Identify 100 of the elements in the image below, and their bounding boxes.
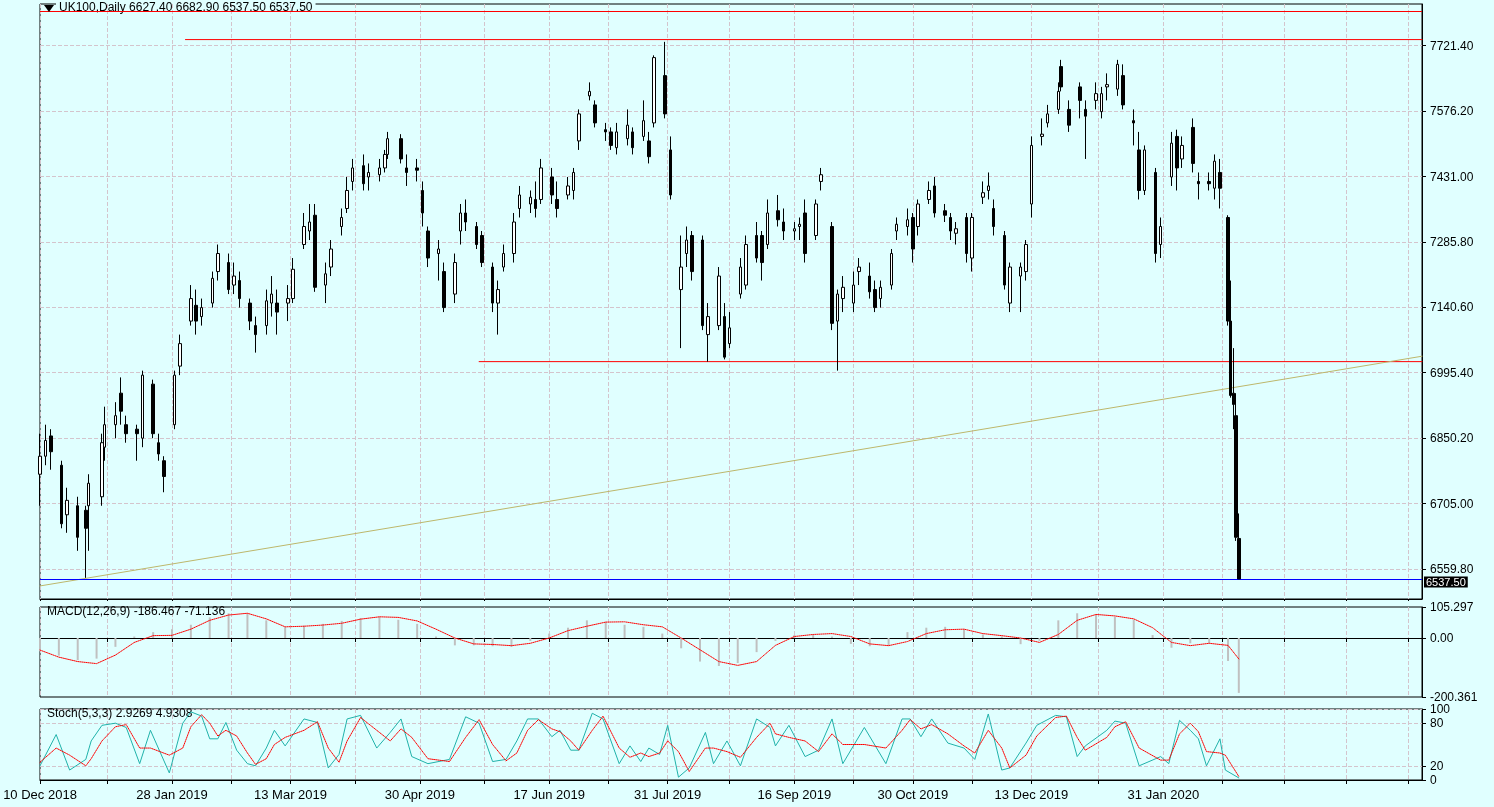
candlestick	[518, 185, 521, 218]
candlestick	[60, 460, 63, 529]
candlestick	[211, 271, 214, 309]
candlestick	[1040, 117, 1044, 146]
candlestick	[1121, 63, 1125, 110]
candlestick	[232, 262, 236, 295]
bar	[1076, 613, 1079, 638]
candlestick	[626, 108, 629, 146]
bar	[57, 638, 60, 656]
candlestick	[1030, 135, 1033, 218]
candlestick	[873, 280, 877, 313]
candlestick	[119, 376, 123, 426]
bar	[604, 621, 607, 638]
bar	[227, 613, 230, 638]
x-tick-label: 31 Jan 2020	[1127, 787, 1200, 802]
candlestick	[690, 230, 694, 282]
candlestick	[173, 370, 176, 430]
bar	[849, 638, 852, 644]
bar	[642, 626, 645, 638]
candlestick	[723, 302, 726, 360]
y-tick-label: 7285.80	[1430, 234, 1474, 249]
candlestick	[141, 370, 144, 448]
candlestick	[248, 298, 252, 331]
bar	[95, 638, 98, 659]
y-tick-label: 7576.20	[1430, 104, 1474, 119]
candlestick	[1046, 104, 1049, 128]
candlestick	[609, 126, 613, 151]
candlestick	[1100, 86, 1103, 119]
candlestick	[238, 271, 241, 309]
candlestick	[512, 212, 516, 264]
bar	[529, 638, 532, 641]
candlestick	[1008, 262, 1012, 313]
candlestick	[819, 167, 823, 191]
x-tick-label: 30 Apr 2019	[384, 787, 455, 802]
candlestick	[275, 289, 279, 336]
bar	[39, 638, 41, 652]
bar	[717, 638, 720, 666]
y-tick-label: 100	[1430, 702, 1451, 716]
candlestick	[135, 424, 139, 462]
candlestick	[706, 302, 710, 363]
candlestick	[1213, 153, 1216, 200]
candlestick	[954, 221, 958, 246]
candlestick	[970, 212, 974, 273]
bar	[1208, 638, 1211, 644]
candlestick	[324, 262, 327, 304]
bar	[416, 623, 419, 638]
candlestick	[114, 401, 117, 439]
candlestick	[588, 81, 591, 101]
candlestick	[868, 262, 871, 300]
bar	[736, 638, 739, 664]
bar	[246, 613, 249, 638]
bar	[1095, 614, 1098, 638]
candlestick	[1094, 81, 1098, 110]
candlestick	[949, 212, 952, 241]
x-tick-label: 13 Mar 2019	[254, 787, 328, 802]
y-tick-label: 7431.00	[1430, 169, 1474, 184]
candlestick	[830, 221, 834, 331]
candlestick	[378, 158, 381, 182]
candlestick	[399, 133, 403, 164]
candlestick	[879, 280, 882, 309]
y-tick-label: 6705.00	[1430, 496, 1474, 511]
candlestick	[927, 180, 931, 205]
bar	[1057, 620, 1060, 638]
candlestick	[1116, 59, 1119, 97]
candlestick	[340, 207, 343, 237]
y-tick-label: 80	[1430, 716, 1444, 731]
candlestick	[265, 289, 268, 336]
candlestick	[728, 311, 731, 349]
candlestick	[539, 158, 543, 205]
candlestick	[1170, 131, 1173, 187]
x-tick-label: 10 Dec 2018	[3, 787, 77, 802]
bar	[284, 626, 287, 638]
chart-title: UK100,Daily 6627.40 6682.90 6537.50 6537.50	[59, 0, 313, 14]
candlestick	[426, 226, 430, 268]
candlestick	[890, 248, 893, 291]
candlestick	[1132, 108, 1135, 146]
candlestick	[631, 126, 634, 155]
candlestick	[566, 176, 570, 200]
bar	[378, 616, 381, 638]
candlestick	[717, 266, 721, 331]
candlestick	[308, 203, 311, 241]
candlestick	[421, 180, 424, 228]
candlestick	[1067, 99, 1071, 133]
candlestick	[453, 253, 457, 304]
candlestick	[744, 235, 748, 291]
candlestick	[227, 253, 230, 295]
y-tick-label: 0.00	[1430, 631, 1454, 645]
candlestick	[1084, 99, 1087, 160]
x-tick-label: 13 Dec 2019	[994, 787, 1069, 802]
bar	[76, 638, 79, 661]
candlestick	[44, 424, 47, 466]
candlestick	[814, 198, 818, 241]
x-tick-label: 28 Jan 2019	[136, 787, 208, 802]
candlestick	[254, 316, 257, 354]
candlestick	[124, 415, 128, 444]
candlestick	[313, 203, 317, 293]
y-tick-label: 105.297	[1430, 600, 1474, 614]
candlestick	[803, 198, 807, 264]
candlestick	[685, 226, 688, 268]
y-tick-label: 7721.40	[1430, 38, 1474, 53]
